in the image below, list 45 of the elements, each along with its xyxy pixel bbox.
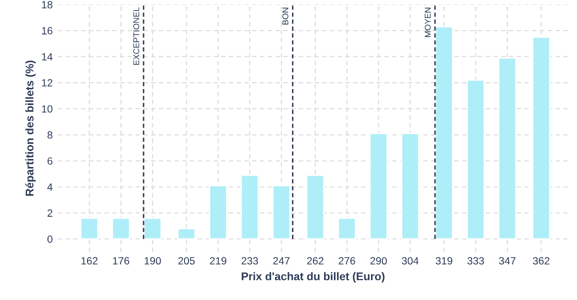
x-tick-label: 276 bbox=[338, 257, 356, 265]
x-tick-label: 247 bbox=[273, 257, 290, 264]
x-tick-label: 162 bbox=[81, 257, 98, 265]
y-tick-label: 14 bbox=[42, 53, 53, 60]
bar bbox=[143, 217, 162, 240]
bar bbox=[208, 184, 228, 240]
bar bbox=[466, 79, 485, 240]
bar bbox=[338, 217, 356, 240]
bar bbox=[272, 184, 291, 240]
bar bbox=[240, 174, 260, 240]
bar bbox=[306, 174, 325, 240]
x-tick-label: 290 bbox=[370, 257, 387, 265]
y-tick-label: 4 bbox=[47, 183, 53, 191]
x-tick-label: 205 bbox=[178, 257, 195, 265]
bar bbox=[434, 26, 454, 240]
x-tick-label: 262 bbox=[307, 257, 324, 265]
y-tick-label: 6 bbox=[48, 157, 52, 165]
bar bbox=[369, 132, 388, 240]
y-axis-title: Répartition des billets (%) bbox=[25, 60, 36, 196]
bar bbox=[532, 36, 551, 240]
y-tick-label: 8 bbox=[48, 131, 52, 139]
y-tick-label: 18 bbox=[42, 1, 52, 8]
bar bbox=[80, 217, 99, 240]
y-tick-label: 12 bbox=[42, 79, 52, 86]
ref-line-label: BON bbox=[282, 8, 288, 24]
x-tick-label: 219 bbox=[210, 257, 226, 265]
x-tick-label: 347 bbox=[499, 257, 516, 265]
y-tick-label: 0 bbox=[47, 235, 52, 243]
x-tick-label: 319 bbox=[436, 257, 452, 265]
y-tick-label: 2 bbox=[48, 209, 52, 217]
bar bbox=[498, 57, 517, 240]
ref-line-label: EXCEPTIONEL bbox=[133, 7, 140, 65]
x-axis-title: Prix d'achat du billet (Euro) bbox=[242, 272, 384, 282]
bar bbox=[177, 228, 196, 240]
ref-line-label: MOYEN bbox=[424, 8, 431, 37]
x-tick-label: 362 bbox=[532, 257, 550, 265]
bar bbox=[112, 217, 130, 240]
y-tick-label: 16 bbox=[42, 27, 52, 34]
x-tick-label: 304 bbox=[402, 257, 419, 265]
bar bbox=[400, 132, 420, 240]
y-tick-label: 10 bbox=[42, 105, 52, 113]
x-tick-label: 233 bbox=[242, 257, 258, 265]
x-tick-label: 176 bbox=[113, 257, 130, 265]
x-tick-label: 190 bbox=[144, 257, 161, 265]
x-tick-label: 333 bbox=[467, 257, 484, 265]
